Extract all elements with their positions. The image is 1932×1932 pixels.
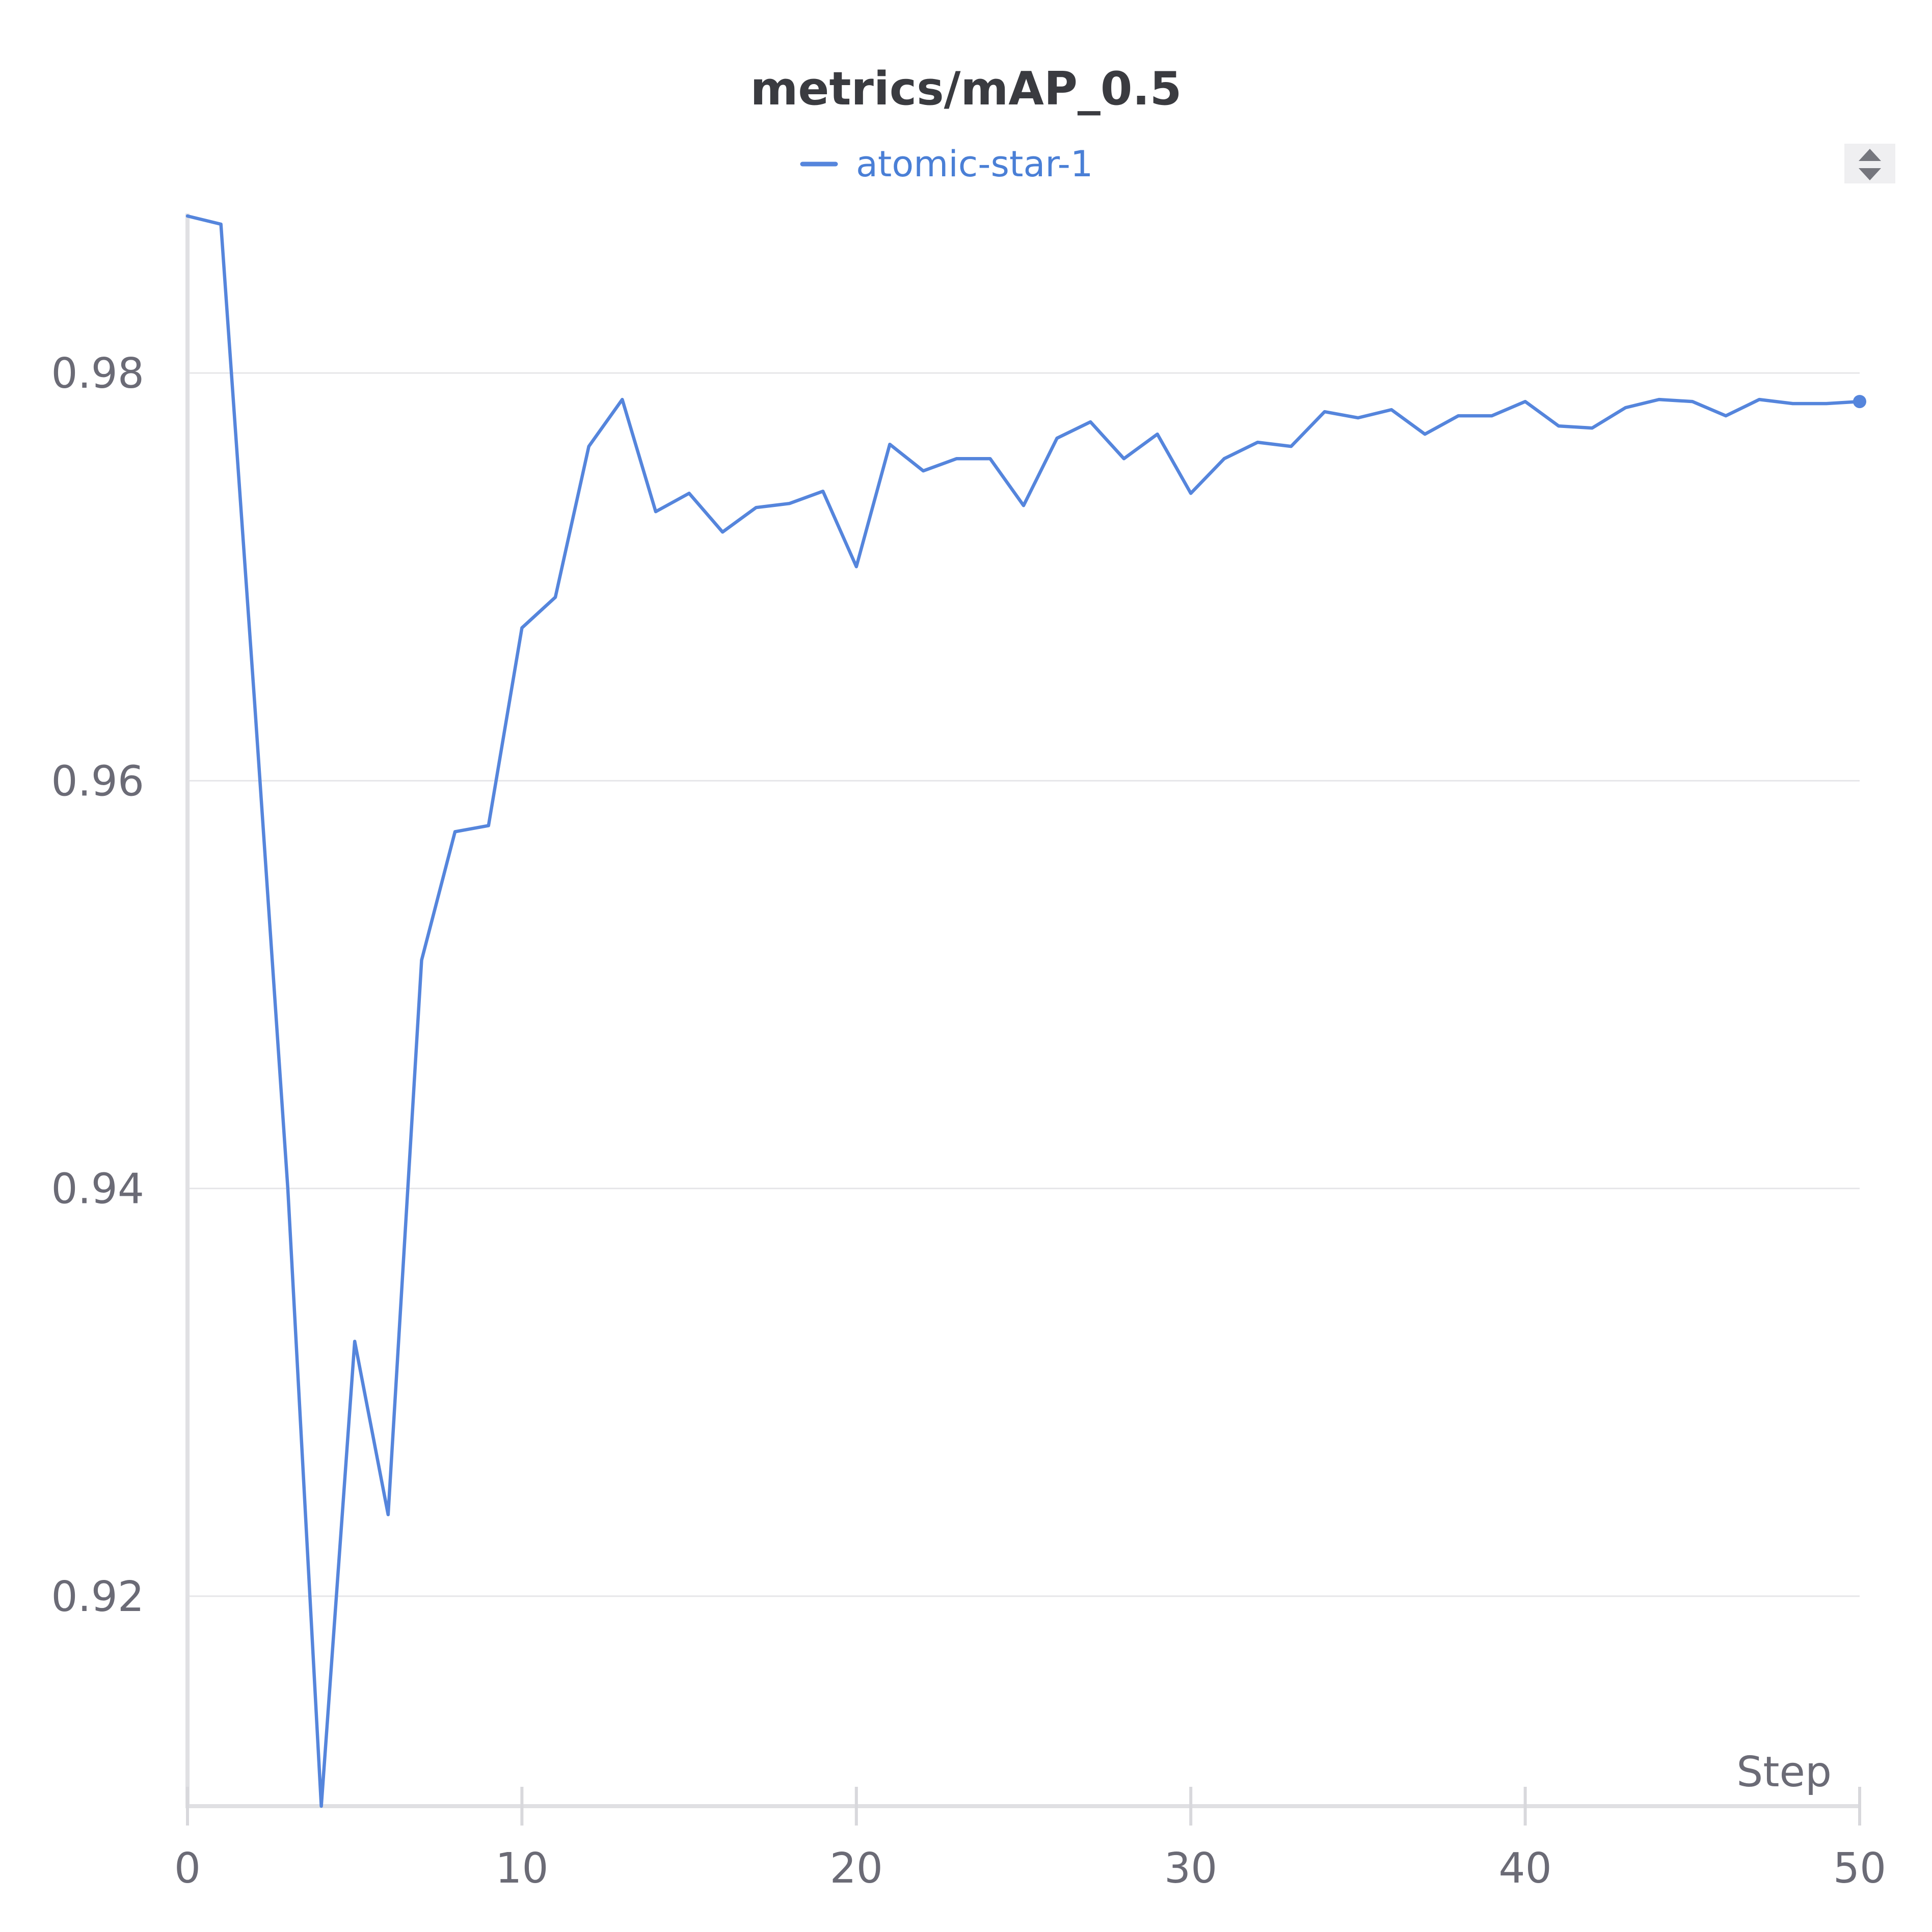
- sort-arrows-icon: [1859, 149, 1881, 180]
- data-point[interactable]: [1020, 502, 1027, 509]
- legend-label[interactable]: atomic-star-1: [856, 143, 1093, 185]
- data-point[interactable]: [1187, 490, 1194, 497]
- y-tick-label: 0.92: [51, 1573, 144, 1621]
- data-point[interactable]: [1488, 412, 1495, 419]
- data-point[interactable]: [351, 1338, 358, 1345]
- data-point[interactable]: [284, 1185, 291, 1192]
- data-point[interactable]: [719, 528, 726, 535]
- data-point[interactable]: [418, 956, 425, 963]
- data-point[interactable]: [1722, 412, 1729, 419]
- data-point[interactable]: [218, 221, 225, 228]
- x-axis-label: Step: [1736, 1748, 1832, 1796]
- series-line[interactable]: [185, 214, 1862, 1808]
- data-point[interactable]: [1789, 400, 1796, 407]
- data-point[interactable]: [986, 455, 994, 462]
- data-point[interactable]: [619, 396, 626, 403]
- y-tick-label: 0.98: [51, 350, 144, 398]
- y-tick-label: 0.96: [51, 757, 144, 806]
- data-point[interactable]: [819, 488, 826, 495]
- legend: atomic-star-1: [800, 143, 1093, 185]
- data-point[interactable]: [1120, 455, 1128, 462]
- data-point[interactable]: [1287, 443, 1295, 450]
- data-point[interactable]: [451, 828, 459, 835]
- data-point[interactable]: [1822, 400, 1830, 407]
- data-point[interactable]: [251, 695, 258, 703]
- data-point[interactable]: [853, 563, 860, 570]
- data-point[interactable]: [485, 822, 492, 829]
- series-layer: [184, 212, 1866, 1810]
- data-point[interactable]: [1254, 439, 1261, 446]
- x-tick-label: 10: [495, 1844, 548, 1893]
- grid-lines: [187, 372, 1860, 1597]
- axes: [185, 213, 1860, 1808]
- data-point[interactable]: [652, 508, 659, 515]
- x-tick-label: 0: [174, 1844, 201, 1893]
- x-tick-label: 30: [1164, 1844, 1217, 1893]
- data-point[interactable]: [318, 1803, 325, 1810]
- data-point[interactable]: [1756, 396, 1763, 403]
- data-point[interactable]: [920, 467, 927, 474]
- data-point[interactable]: [1354, 414, 1361, 421]
- data-point[interactable]: [385, 1511, 392, 1518]
- data-point[interactable]: [1655, 396, 1662, 403]
- x-tick-label: 20: [830, 1844, 883, 1893]
- data-point[interactable]: [1421, 431, 1429, 438]
- last-point-marker[interactable]: [1853, 395, 1866, 409]
- data-point[interactable]: [585, 443, 593, 450]
- chart-title: metrics/mAP_0.5: [750, 62, 1182, 116]
- data-point[interactable]: [1087, 418, 1094, 425]
- data-point[interactable]: [552, 594, 559, 601]
- data-point[interactable]: [1589, 424, 1596, 432]
- data-point[interactable]: [753, 504, 760, 511]
- data-point[interactable]: [1154, 431, 1161, 438]
- data-point[interactable]: [1388, 406, 1395, 413]
- ticks: 0.92 0.94 0.96 0.98 0 10 20 30 40 50: [51, 350, 1886, 1893]
- legend-scroll-button[interactable]: [1844, 144, 1895, 183]
- data-point[interactable]: [1321, 408, 1328, 415]
- data-point[interactable]: [1455, 412, 1462, 419]
- data-point[interactable]: [786, 500, 793, 507]
- data-point[interactable]: [953, 455, 960, 462]
- data-point[interactable]: [1622, 404, 1629, 411]
- data-point[interactable]: [1689, 398, 1696, 405]
- x-tick-label: 50: [1833, 1844, 1886, 1893]
- data-point[interactable]: [886, 441, 893, 448]
- data-point[interactable]: [1054, 435, 1061, 442]
- data-point[interactable]: [1221, 455, 1228, 462]
- x-tick-label: 40: [1498, 1844, 1551, 1893]
- data-point[interactable]: [1522, 398, 1529, 405]
- data-point[interactable]: [518, 624, 525, 631]
- data-point[interactable]: [1555, 422, 1562, 430]
- data-point[interactable]: [184, 212, 191, 220]
- data-point[interactable]: [686, 490, 693, 497]
- y-tick-label: 0.94: [51, 1165, 144, 1214]
